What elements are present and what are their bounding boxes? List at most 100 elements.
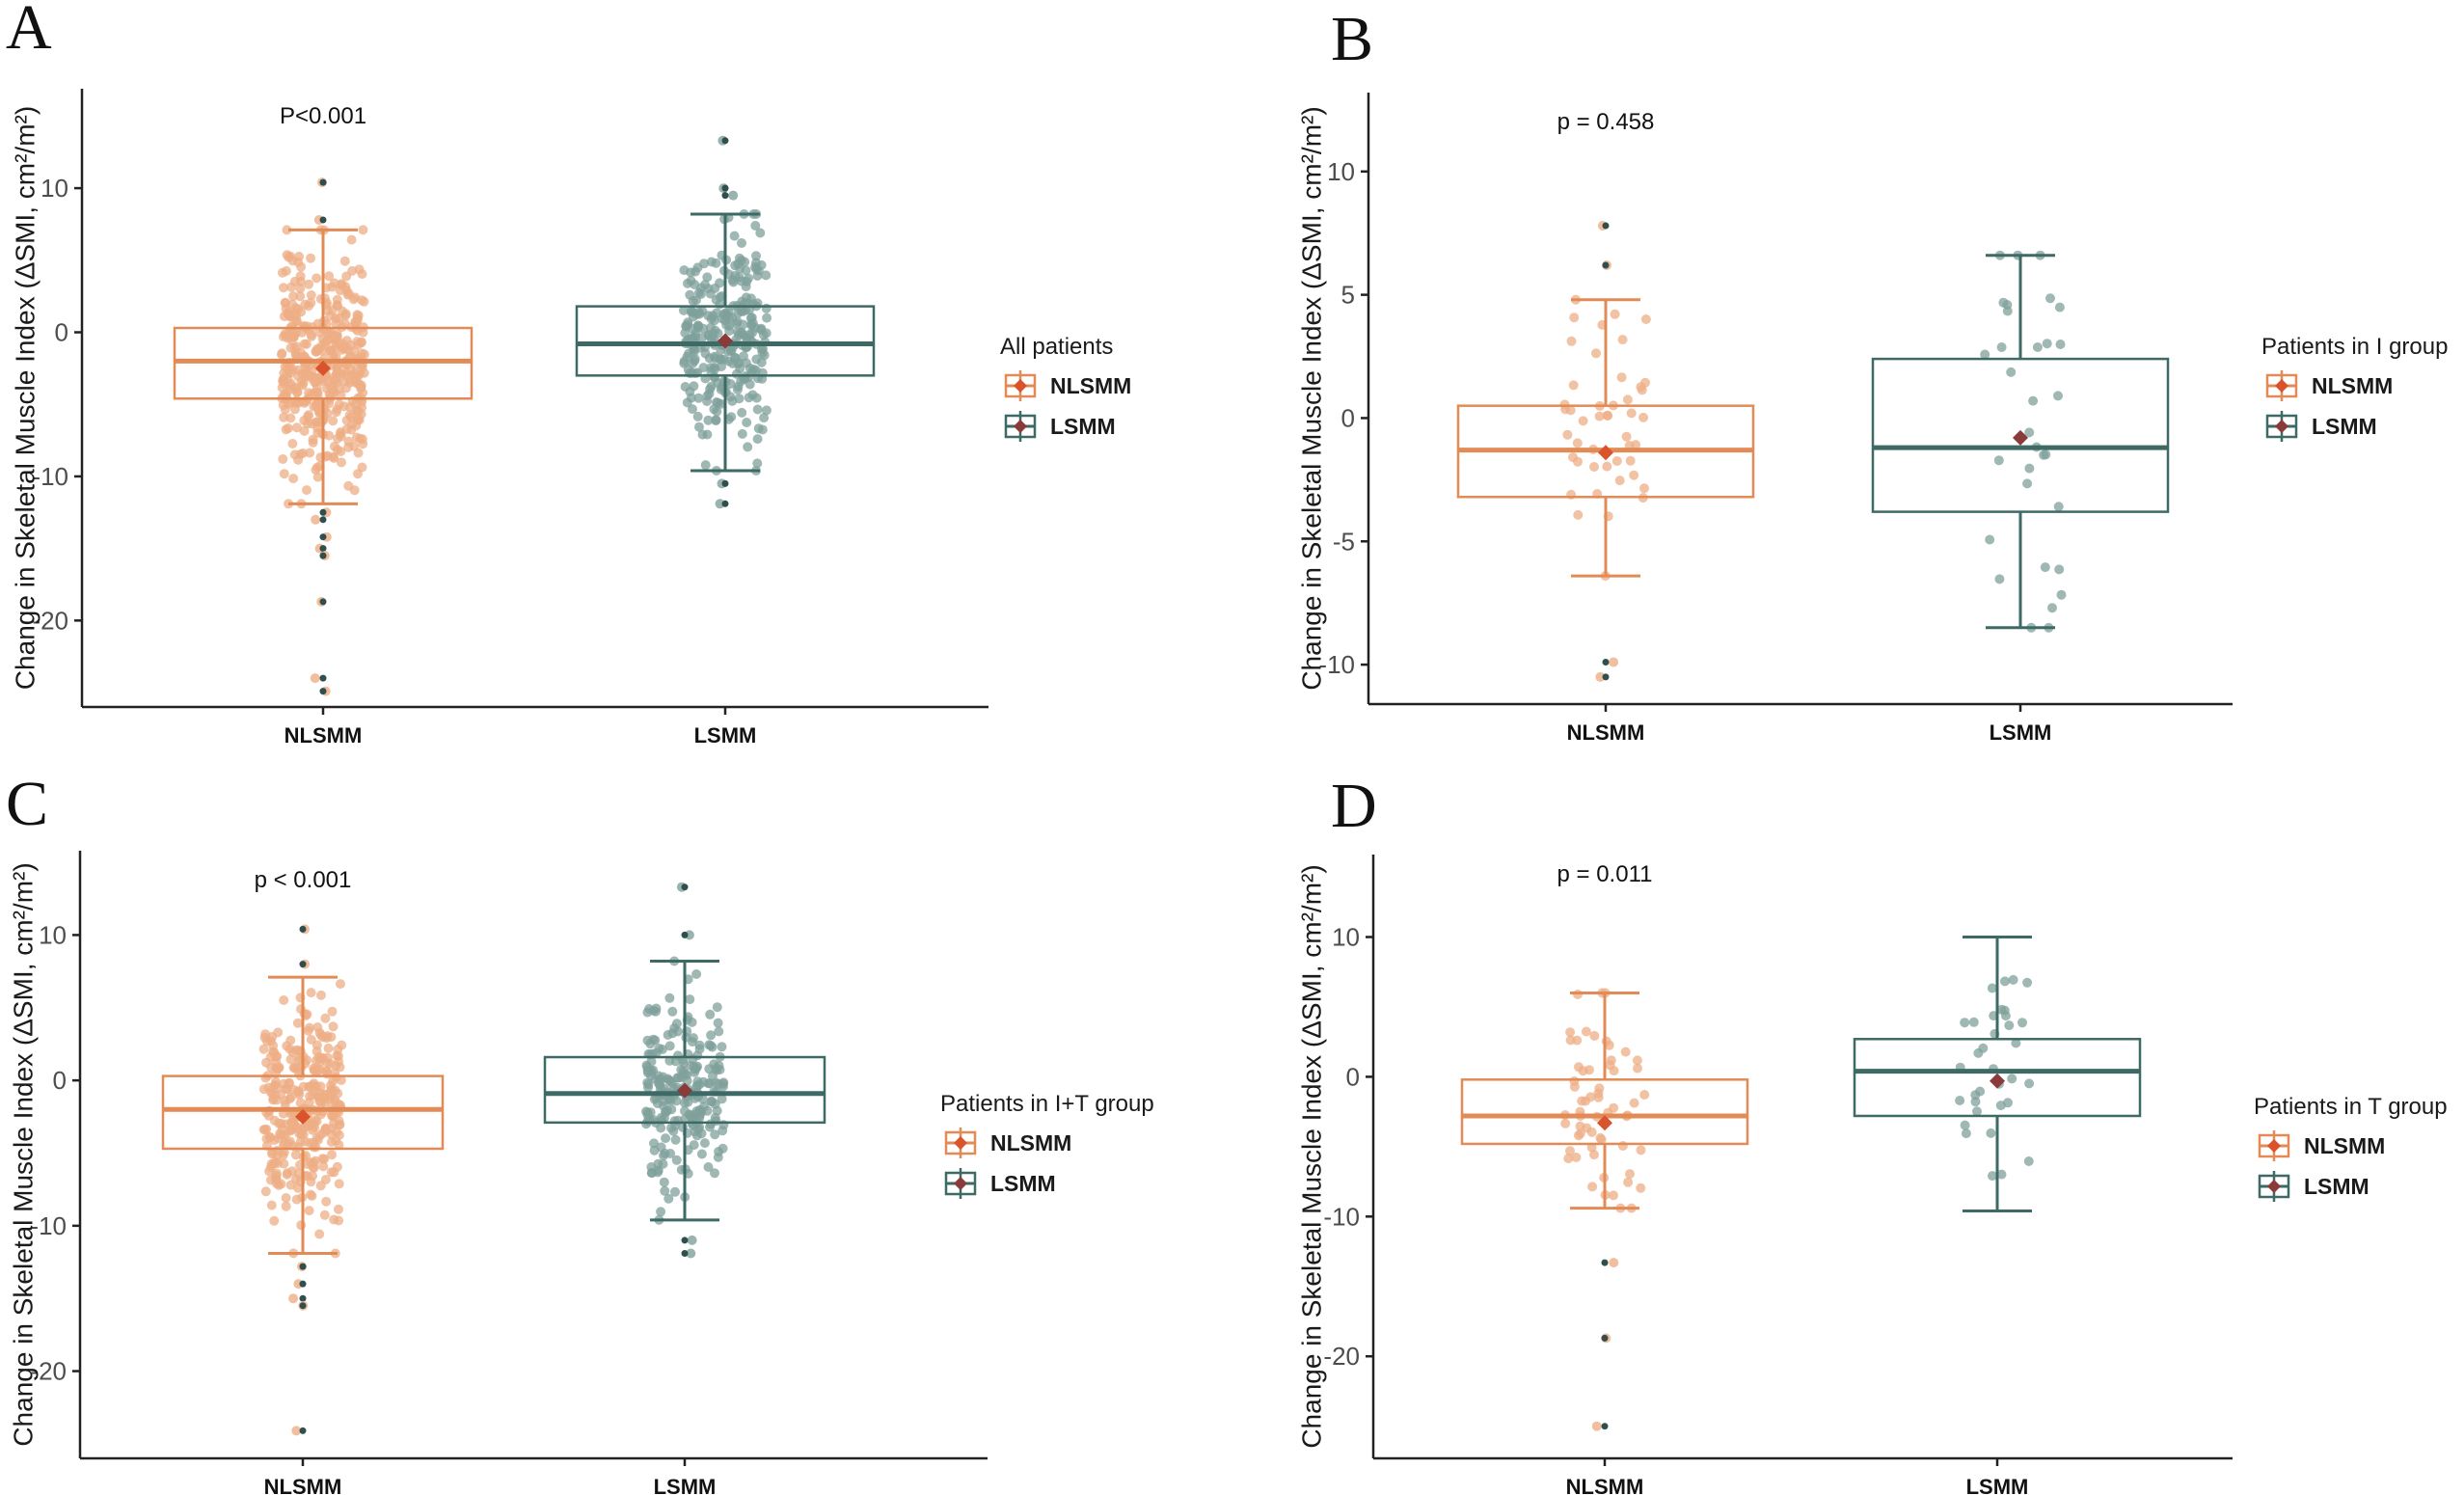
series-nlsmm bbox=[1460, 988, 1749, 1431]
data-point bbox=[688, 312, 698, 322]
data-point bbox=[2047, 603, 2057, 613]
data-point bbox=[317, 1052, 328, 1063]
data-point bbox=[304, 388, 313, 398]
data-point bbox=[267, 1149, 278, 1159]
data-point bbox=[336, 979, 345, 990]
data-point bbox=[264, 1166, 275, 1177]
data-point bbox=[279, 469, 289, 479]
data-point bbox=[712, 1002, 722, 1013]
data-point bbox=[1562, 429, 1573, 440]
data-point bbox=[1594, 411, 1605, 421]
data-point bbox=[2024, 427, 2035, 438]
legend-key-nlsmm bbox=[2258, 1130, 2290, 1161]
data-point bbox=[316, 340, 327, 351]
mean-marker bbox=[677, 1082, 692, 1099]
outlier-point bbox=[681, 883, 689, 891]
data-point bbox=[1625, 455, 1636, 466]
data-point bbox=[298, 448, 309, 458]
data-point bbox=[2045, 293, 2055, 304]
y-tick-label: 0 bbox=[1346, 1062, 1360, 1091]
outlier-point bbox=[681, 1237, 689, 1244]
data-point bbox=[1639, 1090, 1650, 1100]
outlier-point bbox=[319, 545, 327, 553]
series-nlsmm bbox=[161, 924, 445, 1436]
data-point bbox=[333, 1088, 343, 1099]
data-point bbox=[715, 278, 725, 288]
data-point bbox=[304, 279, 314, 289]
data-point bbox=[702, 272, 713, 283]
data-point bbox=[762, 313, 772, 323]
y-tick-label: -10 bbox=[32, 462, 68, 491]
data-point bbox=[269, 1135, 280, 1146]
data-point bbox=[302, 1009, 312, 1019]
data-point bbox=[699, 258, 709, 269]
data-point bbox=[750, 221, 761, 231]
data-point bbox=[286, 397, 297, 408]
data-point bbox=[642, 1068, 653, 1078]
data-point bbox=[2008, 974, 2018, 985]
data-point bbox=[687, 1235, 697, 1245]
data-point bbox=[715, 354, 725, 365]
data-point bbox=[321, 1196, 332, 1207]
outlier-point bbox=[1601, 1334, 1609, 1342]
data-point bbox=[301, 339, 311, 349]
data-point bbox=[306, 290, 316, 300]
data-point bbox=[288, 1293, 299, 1304]
data-point bbox=[1629, 470, 1639, 480]
data-point bbox=[337, 1040, 347, 1050]
data-point bbox=[645, 1107, 656, 1118]
data-point bbox=[328, 1021, 338, 1032]
data-point bbox=[285, 1054, 296, 1065]
data-point bbox=[670, 1186, 680, 1197]
data-point bbox=[2002, 300, 2013, 310]
legend-label: NLSMM bbox=[2304, 1133, 2385, 1158]
panel-a: A 10 0 -10 -20 NLSMM LSMM Change in Skeletal Mu… bbox=[6, 0, 1131, 748]
data-point bbox=[1578, 416, 1588, 426]
y-tick-label: -20 bbox=[32, 606, 68, 635]
data-point bbox=[705, 1009, 716, 1019]
panel-d: D 10 0 -10 -20 NLSMM LSMM Change in Skeletal Mu… bbox=[1296, 771, 2447, 1495]
data-point bbox=[741, 358, 751, 368]
data-point bbox=[1617, 1141, 1628, 1151]
data-point bbox=[294, 397, 305, 408]
data-point bbox=[260, 1186, 271, 1197]
data-point bbox=[327, 1150, 337, 1160]
data-point bbox=[711, 258, 721, 268]
data-point bbox=[708, 311, 718, 321]
data-point bbox=[664, 992, 675, 1003]
data-point bbox=[295, 291, 306, 302]
data-point bbox=[329, 332, 339, 342]
data-point bbox=[1639, 483, 1649, 494]
data-point bbox=[1569, 1081, 1580, 1092]
data-point bbox=[328, 416, 338, 426]
data-point bbox=[1571, 1153, 1582, 1162]
data-point bbox=[278, 332, 288, 342]
data-point bbox=[340, 367, 351, 378]
data-point bbox=[1961, 1128, 1971, 1139]
data-point bbox=[274, 1118, 284, 1128]
y-tick-label: -10 bbox=[30, 1211, 67, 1240]
panel-letter: A bbox=[6, 0, 52, 63]
data-point bbox=[288, 291, 299, 302]
data-point bbox=[271, 1051, 282, 1062]
series-lsmm bbox=[543, 882, 826, 1259]
data-point bbox=[1593, 1088, 1604, 1099]
data-point bbox=[315, 1081, 326, 1092]
data-point bbox=[271, 1174, 281, 1184]
data-point bbox=[732, 368, 742, 379]
outlier-point bbox=[1602, 659, 1610, 666]
data-point bbox=[649, 1138, 659, 1149]
x-tick-label: NLSMM bbox=[1566, 1475, 1644, 1495]
data-point bbox=[1589, 1150, 1599, 1160]
data-point bbox=[331, 374, 341, 384]
data-point bbox=[719, 315, 730, 326]
outlier-point bbox=[319, 674, 327, 682]
y-axis-title: Change in Skeletal Muscle Index (ΔSMI, c… bbox=[1296, 106, 1326, 690]
data-point bbox=[718, 1143, 728, 1154]
data-point bbox=[314, 1096, 325, 1106]
legend-key-nlsmm bbox=[2265, 370, 2298, 401]
data-point bbox=[351, 377, 362, 388]
legend-key-mean bbox=[954, 1136, 967, 1150]
outlier-point bbox=[681, 931, 689, 938]
data-point bbox=[1565, 1027, 1576, 1038]
